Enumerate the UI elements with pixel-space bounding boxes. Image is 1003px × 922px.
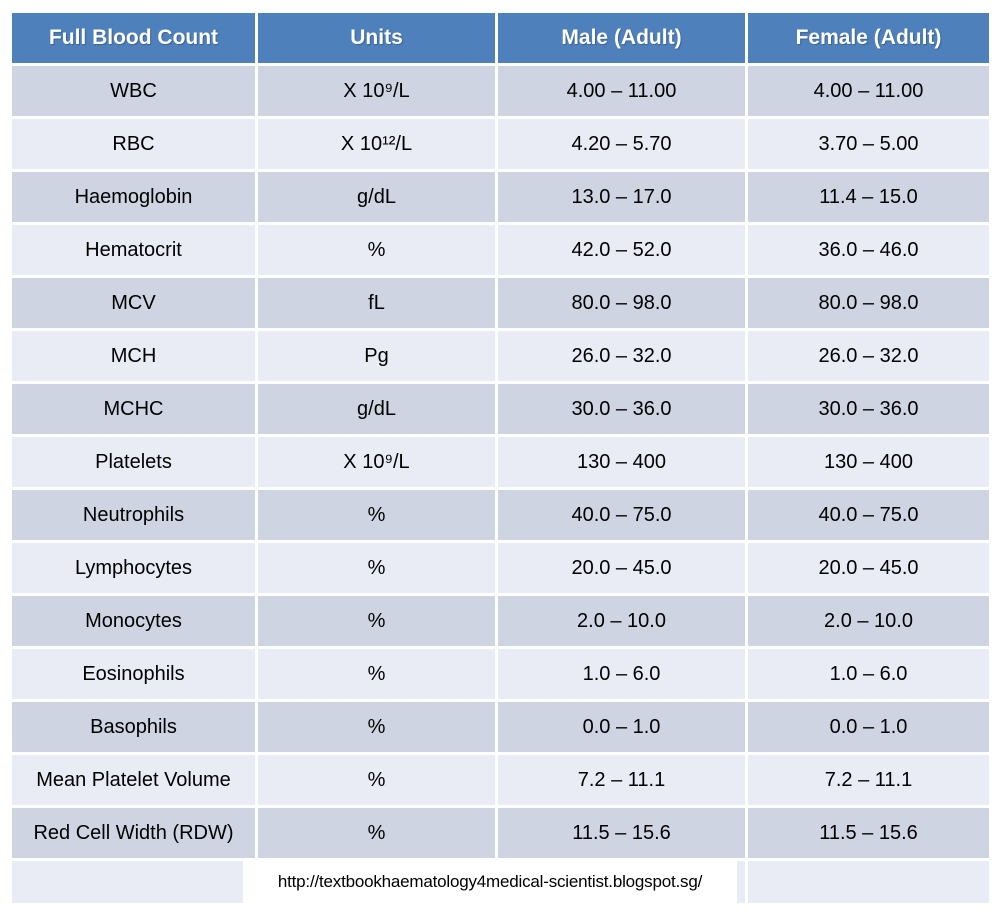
parameter-cell: RBC — [9, 116, 258, 172]
units-cell: X 10⁹/L — [255, 63, 498, 119]
female-range-cell: 7.2 – 11.1 — [745, 752, 992, 808]
female-range-cell: 36.0 – 46.0 — [745, 222, 992, 278]
parameter-cell: Eosinophils — [9, 646, 258, 702]
empty-footer-cell — [745, 858, 992, 906]
female-range-cell: 20.0 – 45.0 — [745, 540, 992, 596]
column-header-parameter: Full Blood Count — [9, 10, 258, 66]
column-header-female: Female (Adult) — [745, 10, 992, 66]
table-row: Hematocrit % 42.0 – 52.0 36.0 – 46.0 — [9, 222, 992, 278]
units-cell: % — [255, 540, 498, 596]
parameter-cell: Mean Platelet Volume — [9, 752, 258, 808]
male-range-cell: 20.0 – 45.0 — [495, 540, 748, 596]
female-range-cell: 2.0 – 10.0 — [745, 593, 992, 649]
units-cell: % — [255, 805, 498, 861]
units-cell: % — [255, 593, 498, 649]
table-row: Red Cell Width (RDW) % 11.5 – 15.6 11.5 … — [9, 805, 992, 861]
table-row: Haemoglobin g/dL 13.0 – 17.0 11.4 – 15.0 — [9, 169, 992, 225]
female-range-cell: 4.00 – 11.00 — [745, 63, 992, 119]
female-range-cell: 40.0 – 75.0 — [745, 487, 992, 543]
fbc-reference-table: Full Blood Count Units Male (Adult) Fema… — [9, 10, 992, 906]
table-row: MCHC g/dL 30.0 – 36.0 30.0 – 36.0 — [9, 381, 992, 437]
table-row: WBC X 10⁹/L 4.00 – 11.00 4.00 – 11.00 — [9, 63, 992, 119]
table-body: WBC X 10⁹/L 4.00 – 11.00 4.00 – 11.00 RB… — [9, 63, 992, 861]
parameter-cell: Haemoglobin — [9, 169, 258, 225]
units-cell: % — [255, 487, 498, 543]
units-cell: % — [255, 222, 498, 278]
female-range-cell: 1.0 – 6.0 — [745, 646, 992, 702]
table-row: Basophils % 0.0 – 1.0 0.0 – 1.0 — [9, 699, 992, 755]
male-range-cell: 2.0 – 10.0 — [495, 593, 748, 649]
female-range-cell: 26.0 – 32.0 — [745, 328, 992, 384]
parameter-cell: WBC — [9, 63, 258, 119]
column-header-units: Units — [255, 10, 498, 66]
male-range-cell: 40.0 – 75.0 — [495, 487, 748, 543]
male-range-cell: 130 – 400 — [495, 434, 748, 490]
parameter-cell: MCV — [9, 275, 258, 331]
parameter-cell: Basophils — [9, 699, 258, 755]
table-row: Eosinophils % 1.0 – 6.0 1.0 – 6.0 — [9, 646, 992, 702]
units-cell: X 10¹²/L — [255, 116, 498, 172]
table-row: Mean Platelet Volume % 7.2 – 11.1 7.2 – … — [9, 752, 992, 808]
units-cell: Pg — [255, 328, 498, 384]
parameter-cell: MCH — [9, 328, 258, 384]
units-cell: % — [255, 752, 498, 808]
male-range-cell: 11.5 – 15.6 — [495, 805, 748, 861]
units-cell: fL — [255, 275, 498, 331]
male-range-cell: 0.0 – 1.0 — [495, 699, 748, 755]
source-cell: http://textbookhaematology4medical-scien… — [9, 858, 748, 906]
parameter-cell: Lymphocytes — [9, 540, 258, 596]
units-cell: g/dL — [255, 169, 498, 225]
table-footer: http://textbookhaematology4medical-scien… — [9, 858, 992, 906]
male-range-cell: 13.0 – 17.0 — [495, 169, 748, 225]
table-header: Full Blood Count Units Male (Adult) Fema… — [9, 10, 992, 66]
table-row: Neutrophils % 40.0 – 75.0 40.0 – 75.0 — [9, 487, 992, 543]
female-range-cell: 11.5 – 15.6 — [745, 805, 992, 861]
parameter-cell: Monocytes — [9, 593, 258, 649]
female-range-cell: 0.0 – 1.0 — [745, 699, 992, 755]
male-range-cell: 4.00 – 11.00 — [495, 63, 748, 119]
male-range-cell: 42.0 – 52.0 — [495, 222, 748, 278]
male-range-cell: 80.0 – 98.0 — [495, 275, 748, 331]
male-range-cell: 30.0 – 36.0 — [495, 381, 748, 437]
table-row: MCV fL 80.0 – 98.0 80.0 – 98.0 — [9, 275, 992, 331]
parameter-cell: Neutrophils — [9, 487, 258, 543]
units-cell: g/dL — [255, 381, 498, 437]
table-row: Platelets X 10⁹/L 130 – 400 130 – 400 — [9, 434, 992, 490]
table-row: MCH Pg 26.0 – 32.0 26.0 – 32.0 — [9, 328, 992, 384]
male-range-cell: 1.0 – 6.0 — [495, 646, 748, 702]
parameter-cell: Hematocrit — [9, 222, 258, 278]
female-range-cell: 3.70 – 5.00 — [745, 116, 992, 172]
female-range-cell: 130 – 400 — [745, 434, 992, 490]
female-range-cell: 80.0 – 98.0 — [745, 275, 992, 331]
units-cell: % — [255, 699, 498, 755]
table-row: Monocytes % 2.0 – 10.0 2.0 – 10.0 — [9, 593, 992, 649]
source-row: http://textbookhaematology4medical-scien… — [9, 858, 992, 906]
parameter-cell: MCHC — [9, 381, 258, 437]
male-range-cell: 7.2 – 11.1 — [495, 752, 748, 808]
male-range-cell: 26.0 – 32.0 — [495, 328, 748, 384]
column-header-male: Male (Adult) — [495, 10, 748, 66]
female-range-cell: 30.0 – 36.0 — [745, 381, 992, 437]
source-url-text: http://textbookhaematology4medical-scien… — [243, 862, 737, 902]
male-range-cell: 4.20 – 5.70 — [495, 116, 748, 172]
parameter-cell: Platelets — [9, 434, 258, 490]
female-range-cell: 11.4 – 15.0 — [745, 169, 992, 225]
units-cell: % — [255, 646, 498, 702]
table-row: RBC X 10¹²/L 4.20 – 5.70 3.70 – 5.00 — [9, 116, 992, 172]
parameter-cell: Red Cell Width (RDW) — [9, 805, 258, 861]
header-row: Full Blood Count Units Male (Adult) Fema… — [9, 10, 992, 66]
units-cell: X 10⁹/L — [255, 434, 498, 490]
table-row: Lymphocytes % 20.0 – 45.0 20.0 – 45.0 — [9, 540, 992, 596]
